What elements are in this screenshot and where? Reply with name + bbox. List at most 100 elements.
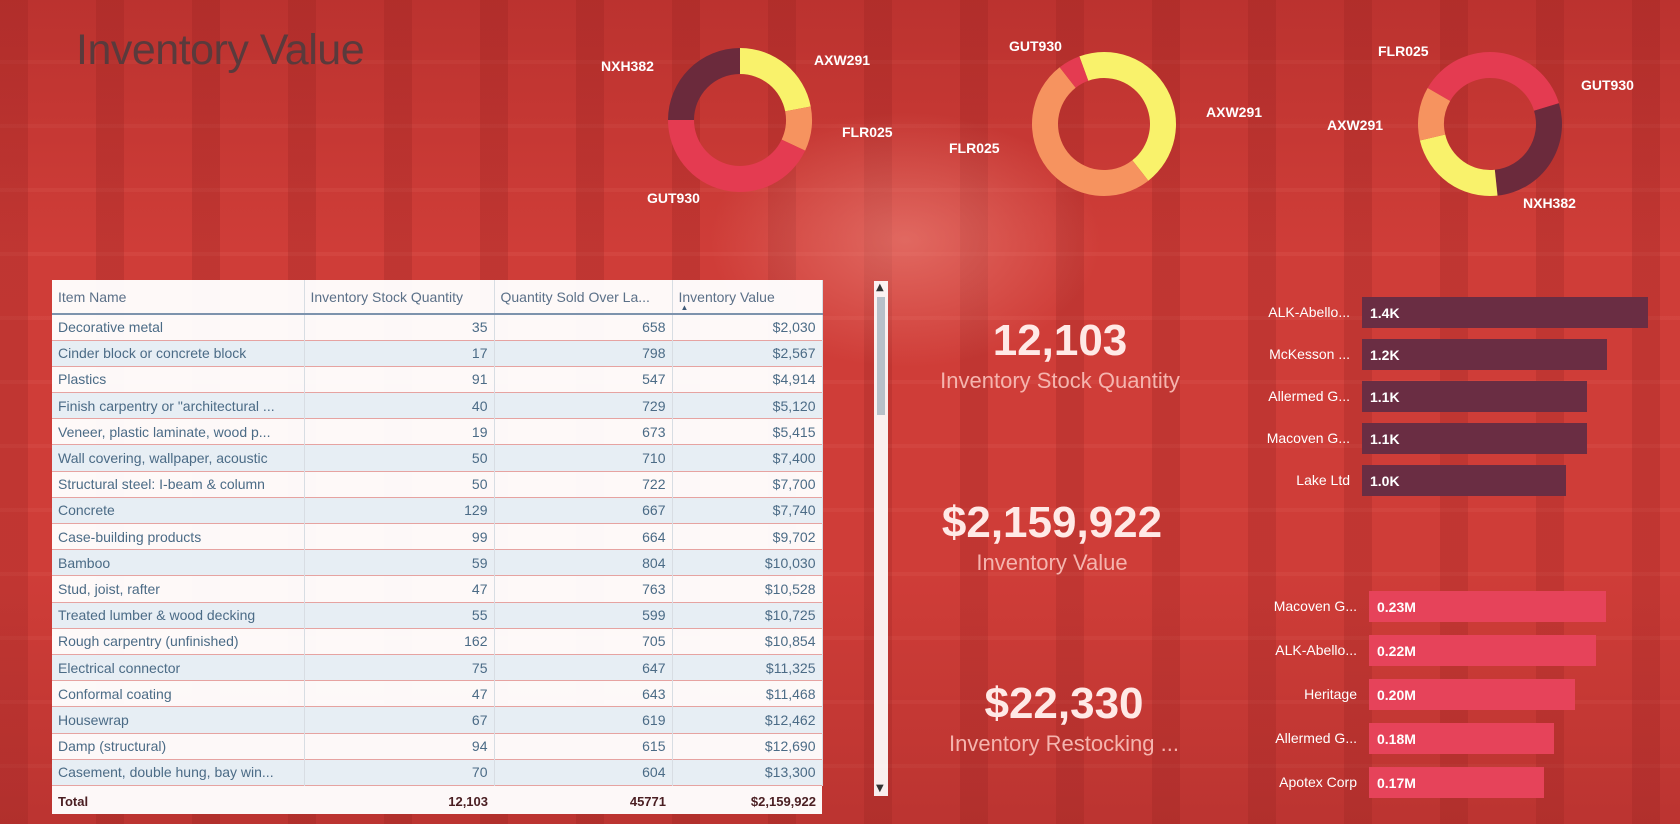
cell-stock-quantity: 75 [304, 654, 495, 681]
table-row[interactable]: Plastics 91 547 $4,914 [52, 366, 823, 393]
scroll-up-icon[interactable]: ▲ [876, 282, 884, 293]
cell-inventory-value: $10,528 [672, 575, 823, 603]
donut-1-slice-nxh382[interactable] [668, 48, 740, 120]
cell-item-name: Decorative metal [52, 314, 305, 341]
cell-inventory-value: $12,462 [672, 706, 823, 733]
table-row[interactable]: Treated lumber & wood decking 55 599 $10,72… [52, 602, 823, 629]
table-row[interactable]: Housewrap 67 619 $12,462 [52, 706, 823, 733]
cell-item-name: Rough carpentry (unfinished) [52, 628, 305, 655]
cell-item-name: Treated lumber & wood decking [52, 602, 305, 629]
bar-chart-2-data-label: 0.18M [1377, 730, 1416, 747]
kpi-inventory-value-value: $2,159,922 [941, 498, 1163, 547]
bar-chart-2-data-label: 0.23M [1377, 598, 1416, 615]
cell-inventory-value: $10,725 [672, 602, 823, 629]
table-row[interactable]: Electrical connector 75 647 $11,325 [52, 654, 823, 681]
donut-3-slice-gut930[interactable] [1427, 51, 1559, 111]
cell-inventory-value: $7,700 [672, 471, 823, 498]
table-row[interactable]: Casement, double hung, bay win... 70 604 $1… [52, 759, 823, 786]
table-scrollbar[interactable]: ▲ ▼ [874, 281, 888, 796]
cell-inventory-value: $7,740 [672, 497, 823, 524]
column-header-quantity-sold[interactable]: Quantity Sold Over La... [494, 280, 673, 315]
donut-1-label-nxh382: NXH382 [601, 58, 654, 74]
cell-item-name: Conformal coating [52, 680, 305, 707]
kpi-restocking-label: Inventory Restocking ... [949, 731, 1179, 756]
donut-1-slice-gut930[interactable] [668, 120, 806, 193]
cell-item-name: Housewrap [52, 706, 305, 733]
cell-item-name: Damp (structural) [52, 733, 305, 760]
table-row[interactable]: Finish carpentry or "architectural ... 40… [52, 392, 823, 419]
cell-stock-quantity: 99 [304, 523, 495, 550]
column-header-stock-quantity[interactable]: Inventory Stock Quantity [304, 280, 495, 315]
column-header-inventory-value-label: Inventory Value [678, 288, 775, 305]
bar-chart-1-bar[interactable]: 1.2K [1362, 339, 1608, 370]
cell-stock-quantity: 55 [304, 602, 495, 629]
cell-inventory-value: $5,120 [672, 392, 823, 419]
cell-quantity-sold: 658 [494, 314, 673, 341]
donut-chart-1[interactable] [668, 48, 812, 193]
table-row[interactable]: Damp (structural) 94 615 $12,690 [52, 733, 823, 760]
table-row[interactable]: Veneer, plastic laminate, wood p... 19 673… [52, 418, 823, 445]
cell-item-name: Veneer, plastic laminate, wood p... [52, 418, 305, 445]
bar-chart-2-bar[interactable]: 0.22M [1369, 635, 1596, 666]
cell-quantity-sold: 604 [494, 759, 673, 786]
kpi-inventory-value-label: Inventory Value [976, 550, 1128, 575]
cell-inventory-value: $2,030 [672, 314, 823, 341]
scroll-down-icon[interactable]: ▼ [876, 783, 884, 794]
donut-2-slice-axw291[interactable] [1079, 51, 1176, 181]
column-header-inventory-value[interactable]: Inventory Value ▲ [672, 280, 823, 315]
donut-1-slice-flr025[interactable] [781, 106, 812, 151]
cell-quantity-sold: 619 [494, 706, 673, 733]
bar-chart-1-bar[interactable]: 1.1K [1362, 423, 1587, 454]
bar-chart-2-bar[interactable]: 0.17M [1369, 767, 1545, 798]
inventory-table: Item Name Inventory Stock Quantity Quant… [52, 280, 823, 814]
table-row[interactable]: Concrete 129 667 $7,740 [52, 497, 823, 524]
table-row[interactable]: Case-building products 99 664 $9,702 [52, 523, 823, 550]
donut-3-slice-flr025[interactable] [1418, 88, 1451, 141]
table-total-row: Total 12,103 45771 $2,159,922 [52, 788, 822, 814]
table-row[interactable]: Conformal coating 47 643 $11,468 [52, 680, 823, 707]
table-row[interactable]: Structural steel: I-beam & column 50 722 $7… [52, 471, 823, 498]
cell-quantity-sold: 722 [494, 471, 673, 498]
cell-quantity-sold: 705 [494, 628, 673, 655]
donut-3-label-nxh382: NXH382 [1523, 195, 1576, 211]
cell-item-name: Case-building products [52, 523, 305, 550]
table-row[interactable]: Cinder block or concrete block 17 798 $2,56… [52, 340, 823, 367]
cell-stock-quantity: 17 [304, 340, 495, 367]
total-stock-quantity: 12,103 [448, 793, 488, 809]
bar-chart-2-bar[interactable]: 0.20M [1369, 679, 1576, 710]
donut-2-slice-flr025[interactable] [1031, 67, 1149, 197]
total-label: Total [58, 793, 89, 809]
table-row[interactable]: Bamboo 59 804 $10,030 [52, 549, 823, 576]
donut-1-slice-axw291[interactable] [740, 48, 811, 112]
bar-chart-1-category-label: McKesson ... [1269, 346, 1350, 362]
cell-quantity-sold: 667 [494, 497, 673, 524]
scrollbar-thumb[interactable] [877, 297, 885, 415]
bar-chart-2-bar[interactable]: 0.18M [1369, 723, 1555, 754]
table-row[interactable]: Decorative metal 35 658 $2,030 [52, 314, 823, 341]
donut-chart-3[interactable] [1418, 51, 1562, 196]
donut-3-slice-nxh382[interactable] [1494, 103, 1562, 196]
donut-2-label-axw291: AXW291 [1206, 104, 1263, 120]
bar-chart-1-bar[interactable]: 1.4K [1362, 297, 1648, 328]
bar-chart-2-bar[interactable]: 0.23M [1369, 591, 1606, 622]
donut-3-slice-axw291[interactable] [1419, 134, 1498, 196]
cell-stock-quantity: 67 [304, 706, 495, 733]
donut-2-slice-gut930[interactable] [1059, 56, 1089, 88]
cell-quantity-sold: 804 [494, 549, 673, 576]
total-inventory-value: $2,159,922 [750, 793, 816, 809]
cell-inventory-value: $13,300 [672, 759, 823, 786]
bar-chart-1-bar[interactable]: 1.0K [1362, 465, 1567, 496]
table-row[interactable]: Stud, joist, rafter 47 763 $10,528 [52, 575, 823, 603]
cell-stock-quantity: 162 [304, 628, 495, 655]
donut-chart-2[interactable] [1031, 51, 1176, 197]
donut-chart-2-svg [1031, 51, 1176, 197]
table-row[interactable]: Rough carpentry (unfinished) 162 705 $10,85… [52, 628, 823, 655]
bar-chart-1-category-label: Allermed G... [1268, 388, 1350, 404]
bar-chart-2-category-label: Allermed G... [1275, 730, 1357, 746]
cell-quantity-sold: 647 [494, 654, 673, 681]
table-row[interactable]: Wall covering, wallpaper, acoustic 50 710 $… [52, 444, 823, 472]
cell-item-name: Concrete [52, 497, 305, 524]
bar-chart-1-bar[interactable]: 1.1K [1362, 381, 1587, 412]
bar-chart-1-data-label: 1.1K [1370, 430, 1400, 447]
column-header-item-name[interactable]: Item Name [52, 280, 305, 315]
